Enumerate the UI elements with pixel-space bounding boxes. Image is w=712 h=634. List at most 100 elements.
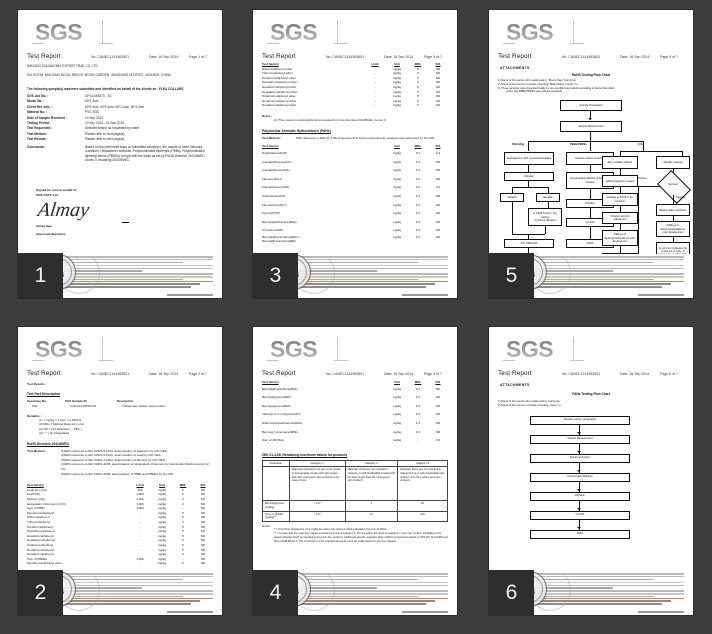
cell: 10 (344, 510, 399, 522)
cell: ND (200, 552, 206, 557)
field-value: Based on the performed tests on submitte… (85, 144, 205, 163)
page-header: Test Report No. CANEC1414953501 Date: 16… (27, 53, 213, 60)
method-text: (4)With reference to IEC 62321-2008, det… (61, 462, 210, 471)
attachments-label: ATTACHMENTS (500, 383, 530, 387)
cell: 2 (182, 496, 184, 501)
cell: < 0.2* (288, 500, 346, 512)
table-row: Materials intended to be put in the mout… (262, 466, 448, 502)
page-thumbnail-3[interactable]: SGS Test Report No. CANEC1414953501 Date… (253, 10, 457, 298)
table-row: Benzo[a]anthracene(BaA) mg/kg 0.1 ND (262, 218, 448, 227)
col-header: 001 (435, 62, 441, 66)
flowchart-note: 2) Name of the person in charge of testi… (498, 403, 561, 407)
cell: mg/kg (157, 547, 167, 552)
cell: 5 (417, 84, 419, 89)
page-thumbnail-4[interactable]: SGS Test Report No. CANEC1414953501 Date… (253, 327, 457, 615)
table-row: Nonabromobiphenyl - mg/kg 5 ND (27, 548, 213, 553)
table-row: Hexabromobiphenyl - mg/kg 5 ND (27, 534, 213, 539)
cell: ND (200, 519, 206, 524)
sgs-logo: SGS (503, 20, 584, 46)
footer-note (638, 611, 684, 613)
cell: - (139, 510, 141, 515)
page-number-badge[interactable]: 3 (253, 253, 298, 298)
cell: ND (435, 412, 441, 417)
field-key: Test Requested : (27, 126, 53, 131)
page-label: Page 6 of 7 (660, 372, 678, 376)
cell: ND (200, 515, 206, 520)
flow-box-color-dev-r: Adding 1,5-diphenylcarbazide for color d… (602, 230, 638, 247)
cell: ND (435, 193, 441, 198)
notes-label: Notes : (262, 523, 272, 528)
flow-decision-spot-test (657, 170, 691, 205)
page-number-badge[interactable]: 6 (489, 570, 534, 615)
page-number-badge[interactable]: 4 (253, 570, 298, 615)
page-sheet: SGS Test Report No. CANEC1414953501 Date… (18, 327, 222, 615)
table-row: Fluoranthene(FLT) mg/kg 0.1 ND (262, 201, 448, 210)
cell: mg/kg (157, 533, 167, 538)
cell: ND (435, 176, 441, 181)
cell: ND (200, 496, 206, 501)
cell: mg/kg (392, 66, 402, 71)
cell: Benzo[a]anthracene(BaA) (262, 219, 297, 224)
cell: mg/kg (392, 94, 402, 99)
cell: 0.1 (415, 159, 421, 164)
remarks-label: Remarks : (27, 413, 42, 418)
cell: mg/kg (392, 168, 402, 173)
cell: 5 (182, 561, 184, 566)
cell: mg/kg (392, 89, 402, 94)
col-header: Limit (371, 62, 379, 66)
field-value: Please refer to next page(s). (85, 131, 126, 136)
table-row: Heptabromodiphenyl ether - mg/kg 5 ND (262, 90, 448, 95)
footer-address (498, 283, 684, 291)
page-thumbnail-2[interactable]: SGS Test Report No. CANEC1414953501 Date… (18, 327, 222, 615)
signature-line1: Signed for and on behalf of (36, 188, 77, 193)
flow-box-alkali-fusion: 1) Alkali Fusion / Dry Ashing 2) Acid to… (528, 208, 562, 227)
page-thumbnail-6[interactable]: SGS Test Report No. CANEC1414953501 Date… (489, 327, 693, 615)
section-heading: Polynuclear Aromatic Hydrocarbons (PAHs) (262, 128, 331, 133)
field-key: Conclusion : (27, 144, 47, 149)
page-sheet: SGS Test Report No. CANEC1414953501 Date… (253, 327, 457, 615)
table-row: Monobromodiphenyl ether - mg/kg 5 ND (27, 561, 213, 566)
table-row: Dibromodiphenyl ether - mg/kg 5 ND (262, 67, 448, 72)
note-text: (1) The maximum permissible limit is quo… (274, 118, 386, 123)
page-number-badge[interactable]: 1 (18, 253, 63, 298)
page-number-badge[interactable]: 2 (18, 570, 63, 615)
cell: ND (435, 75, 441, 80)
col-header: MDL (414, 144, 422, 149)
cell: mg/kg (392, 84, 402, 89)
cell: Hexabromobiphenyl (27, 533, 54, 538)
cell: mg/kg (157, 506, 167, 511)
page-number-badge[interactable]: 5 (489, 253, 534, 298)
report-date: Date: 16 Sep 2014 (384, 372, 414, 376)
table-row: Benzo(g,h,i)perylene(BPE) mg/kg 0.1 ND (262, 428, 448, 437)
cell: Indeno(1,2,3-c,d)pyrene(IPY) (262, 412, 301, 417)
method-label: Test Method : (27, 448, 47, 453)
report-title: Test Report (27, 370, 61, 377)
table-row: Tetrabromodiphenyl ether - mg/kg 5 ND (262, 76, 448, 81)
page-thumbnail-1[interactable]: SGS Test Report No. CANEC1414953501 Date… (18, 10, 222, 298)
cell: Pentabromobiphenyl (27, 529, 55, 534)
page-header: Test Report No. CANEC1414953501 Date: 16… (498, 53, 684, 60)
remark: (4) "-" = Not Regulated (39, 431, 70, 436)
page-thumbnail-5[interactable]: SGS Test Report No. CANEC1414953501 Date… (489, 10, 693, 298)
flow-box-acid-digestion: Acid digestion with microwave/hotplate (504, 152, 554, 166)
field-value: 10 Sep 2014 (85, 115, 104, 120)
col-header: Parameter (262, 459, 290, 468)
flow-box-solvent-extraction: Solvent extraction (530, 453, 630, 463)
cell: 0.1 (415, 168, 421, 173)
sgs-logo: SGS (32, 20, 113, 46)
cell: - (139, 524, 141, 529)
cell: Lead (Pb) (27, 492, 41, 497)
flow-edge-positive: Positive (638, 177, 647, 181)
results-table-2: Test Item(s) Unit MDL 001 Naphthalene(NAP) m… (262, 144, 448, 244)
page-header: Test Report No. CANEC1414953501 Date: 16… (262, 53, 448, 60)
cell: mg/kg (157, 552, 167, 557)
footer-address (27, 283, 213, 291)
flowchart-note: 1) Name of the person who made testing: … (498, 400, 560, 403)
cell: mg/kg (392, 159, 402, 164)
footer-address (262, 600, 448, 608)
col-header: 001 (435, 380, 441, 384)
flowchart-note: 2) Name of the person in charge of testi… (498, 82, 578, 86)
cell: 5 (417, 94, 419, 99)
cell: Nonabromobiphenyl (27, 547, 54, 552)
report-number: No. CANEC1414953501 (91, 55, 130, 59)
